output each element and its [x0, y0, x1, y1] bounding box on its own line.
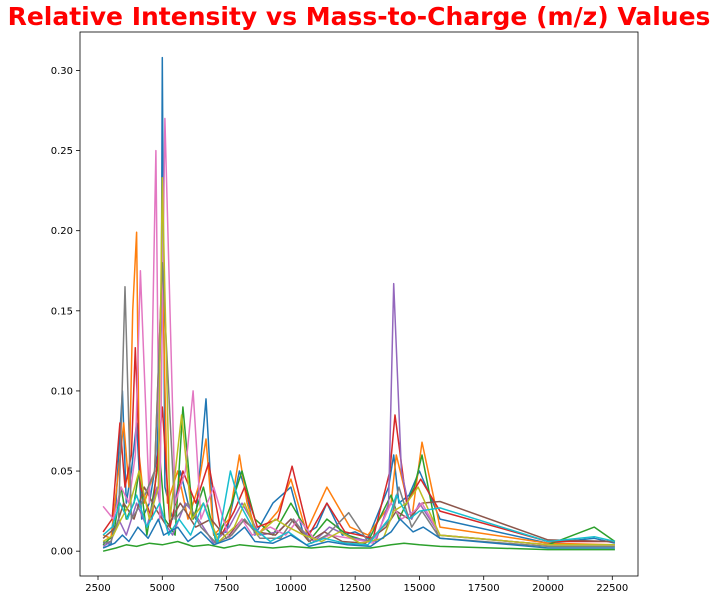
- chart-title: Relative Intensity vs Mass-to-Charge (m/…: [7, 2, 711, 31]
- series-line-1: [102, 56, 616, 546]
- series-line-4: [102, 346, 615, 543]
- axis-layer: 2500 5000 7500 10000 12500 15000 17500 20000 225…: [51, 66, 628, 594]
- series-line-10: [102, 470, 616, 546]
- y-tick-label: 0.30: [51, 66, 73, 77]
- x-tick-label: 15000: [404, 583, 436, 594]
- y-tick-label: 0.05: [51, 467, 73, 478]
- plot-frame: [79, 31, 639, 577]
- series-line-7: [102, 117, 615, 546]
- x-tick-label: 17500: [468, 583, 500, 594]
- x-tick-label: 20000: [532, 583, 564, 594]
- series-line-5: [102, 282, 615, 548]
- x-tick-label: 5000: [150, 583, 175, 594]
- x-tick-label: 7500: [214, 583, 239, 594]
- series-line-11: [102, 518, 615, 549]
- series-line-9: [102, 177, 615, 546]
- x-tick-label: 22500: [596, 583, 628, 594]
- series-line-8: [102, 261, 615, 548]
- series-line-12: [102, 540, 615, 552]
- y-tick-label: 0.15: [51, 306, 73, 317]
- y-tick-label: 0.10: [51, 386, 73, 397]
- x-tick-label: 10000: [275, 583, 307, 594]
- y-tick-label: 0.20: [51, 226, 73, 237]
- series-line-2: [102, 231, 615, 546]
- series-layer: [102, 56, 616, 552]
- x-tick-label: 2500: [85, 583, 110, 594]
- y-tick-label: 0.25: [51, 146, 73, 157]
- x-tick-label: 12500: [339, 583, 371, 594]
- y-tick-label: 0.00: [51, 547, 73, 558]
